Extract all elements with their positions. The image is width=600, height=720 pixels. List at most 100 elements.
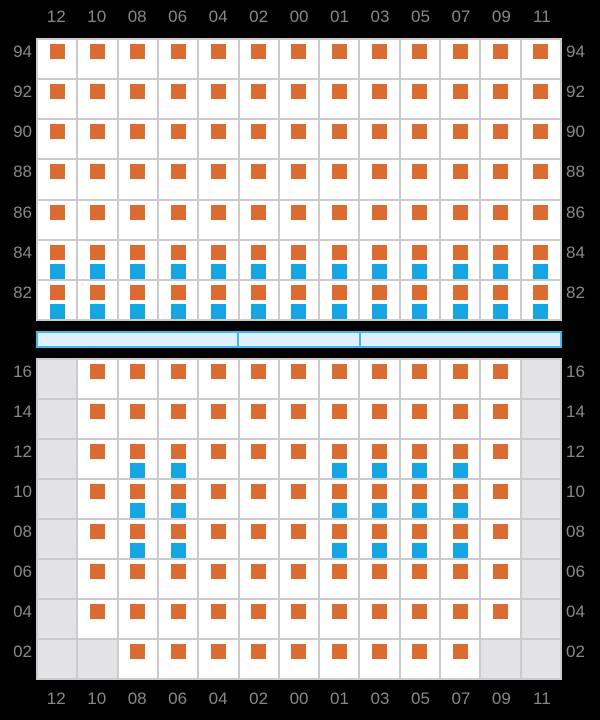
orange-square-marker (170, 564, 186, 579)
grid-cell (239, 240, 278, 279)
row-label: 12 (13, 442, 32, 461)
grid-cell (400, 400, 440, 438)
grid-cell (199, 240, 238, 279)
orange-square-marker (89, 84, 105, 100)
orange-square-marker (251, 204, 267, 220)
blue-square-marker (331, 303, 347, 319)
col-label: 01 (330, 689, 349, 708)
grid-cell (481, 80, 520, 119)
orange-square-marker (210, 484, 226, 499)
orange-square-marker (452, 444, 468, 459)
orange-square-marker (372, 564, 388, 579)
grid-cell (360, 120, 399, 159)
grid-cell (320, 80, 359, 119)
orange-square-marker (251, 604, 267, 619)
col-label: 07 (451, 689, 471, 708)
grid-cell (320, 560, 359, 598)
orange-square-marker (210, 44, 226, 59)
blue-square-marker (412, 303, 428, 319)
orange-square-marker (251, 84, 267, 100)
grid-cell (158, 640, 198, 678)
orange-square-marker (412, 204, 428, 220)
orange-square-marker (210, 84, 226, 100)
grid-cell (38, 600, 77, 638)
orange-square-marker (493, 484, 509, 499)
grid-cell (481, 200, 520, 239)
grid-cell (521, 40, 560, 79)
grid-cell (158, 600, 198, 638)
blue-square-marker (291, 263, 307, 279)
orange-square-marker (533, 244, 549, 260)
grid-cell (199, 200, 238, 239)
grid-cell (441, 200, 480, 239)
orange-square-marker (412, 524, 428, 539)
orange-square-marker (331, 524, 347, 539)
orange-square-marker (452, 44, 468, 59)
row-label: 88 (566, 162, 585, 182)
grid-cell (521, 120, 560, 159)
orange-square-marker (533, 84, 549, 100)
col-label: 08 (127, 689, 147, 708)
orange-square-marker (170, 164, 186, 180)
grid-cell (38, 520, 77, 558)
grid-cell (158, 440, 198, 478)
blue-square-marker (452, 463, 468, 478)
grid-cell (158, 560, 198, 598)
grid-cell (320, 400, 359, 438)
row-label: 10 (566, 482, 585, 501)
grid-cell (279, 480, 319, 518)
grid-cell (199, 80, 238, 119)
grid-cell (239, 640, 278, 678)
orange-square-marker (251, 364, 267, 379)
orange-square-marker (331, 164, 347, 180)
orange-square-marker (89, 44, 105, 59)
grid-cell (158, 120, 198, 159)
grid-cell (360, 40, 399, 79)
grid-cell (481, 40, 520, 79)
grid-cell (239, 160, 278, 199)
orange-square-marker (89, 124, 105, 140)
grid-cell (38, 120, 77, 159)
grid-cell (320, 520, 359, 558)
grid-cell (521, 440, 560, 478)
orange-square-marker (89, 524, 105, 539)
orange-square-marker (493, 444, 509, 459)
bottom-grid (36, 358, 562, 680)
row-label: 90 (566, 122, 585, 142)
grid-cell (38, 400, 77, 438)
grid-cell (239, 560, 278, 598)
grid-cell (78, 440, 117, 478)
orange-square-marker (251, 44, 267, 59)
orange-square-marker (89, 284, 105, 300)
grid-cell (360, 480, 399, 518)
orange-square-marker (452, 124, 468, 140)
grid-cell (118, 600, 157, 638)
orange-square-marker (49, 284, 65, 300)
blue-square-marker (493, 303, 509, 319)
grid-cell (320, 280, 359, 319)
orange-square-marker (533, 284, 549, 300)
orange-square-marker (251, 164, 267, 180)
grid-cell (158, 80, 198, 119)
orange-square-marker (130, 164, 146, 180)
row-label: 94 (13, 42, 32, 61)
row-label: 92 (566, 82, 585, 102)
grid-cell (118, 280, 157, 319)
grid-cell (521, 360, 560, 398)
orange-square-marker (210, 604, 226, 619)
col-label: 02 (249, 7, 269, 26)
orange-square-marker (130, 564, 146, 579)
orange-square-marker (210, 284, 226, 300)
orange-square-marker (331, 204, 347, 220)
row-label: 94 (566, 42, 585, 61)
grid-cell (441, 400, 480, 438)
row-label: 16 (13, 362, 32, 381)
grid-cell (38, 280, 77, 319)
row-label: 92 (13, 82, 32, 102)
grid-cell (118, 160, 157, 199)
row-label: 06 (13, 562, 32, 581)
orange-square-marker (170, 604, 186, 619)
grid-cell (199, 520, 238, 558)
orange-square-marker (291, 164, 307, 180)
orange-square-marker (130, 604, 146, 619)
